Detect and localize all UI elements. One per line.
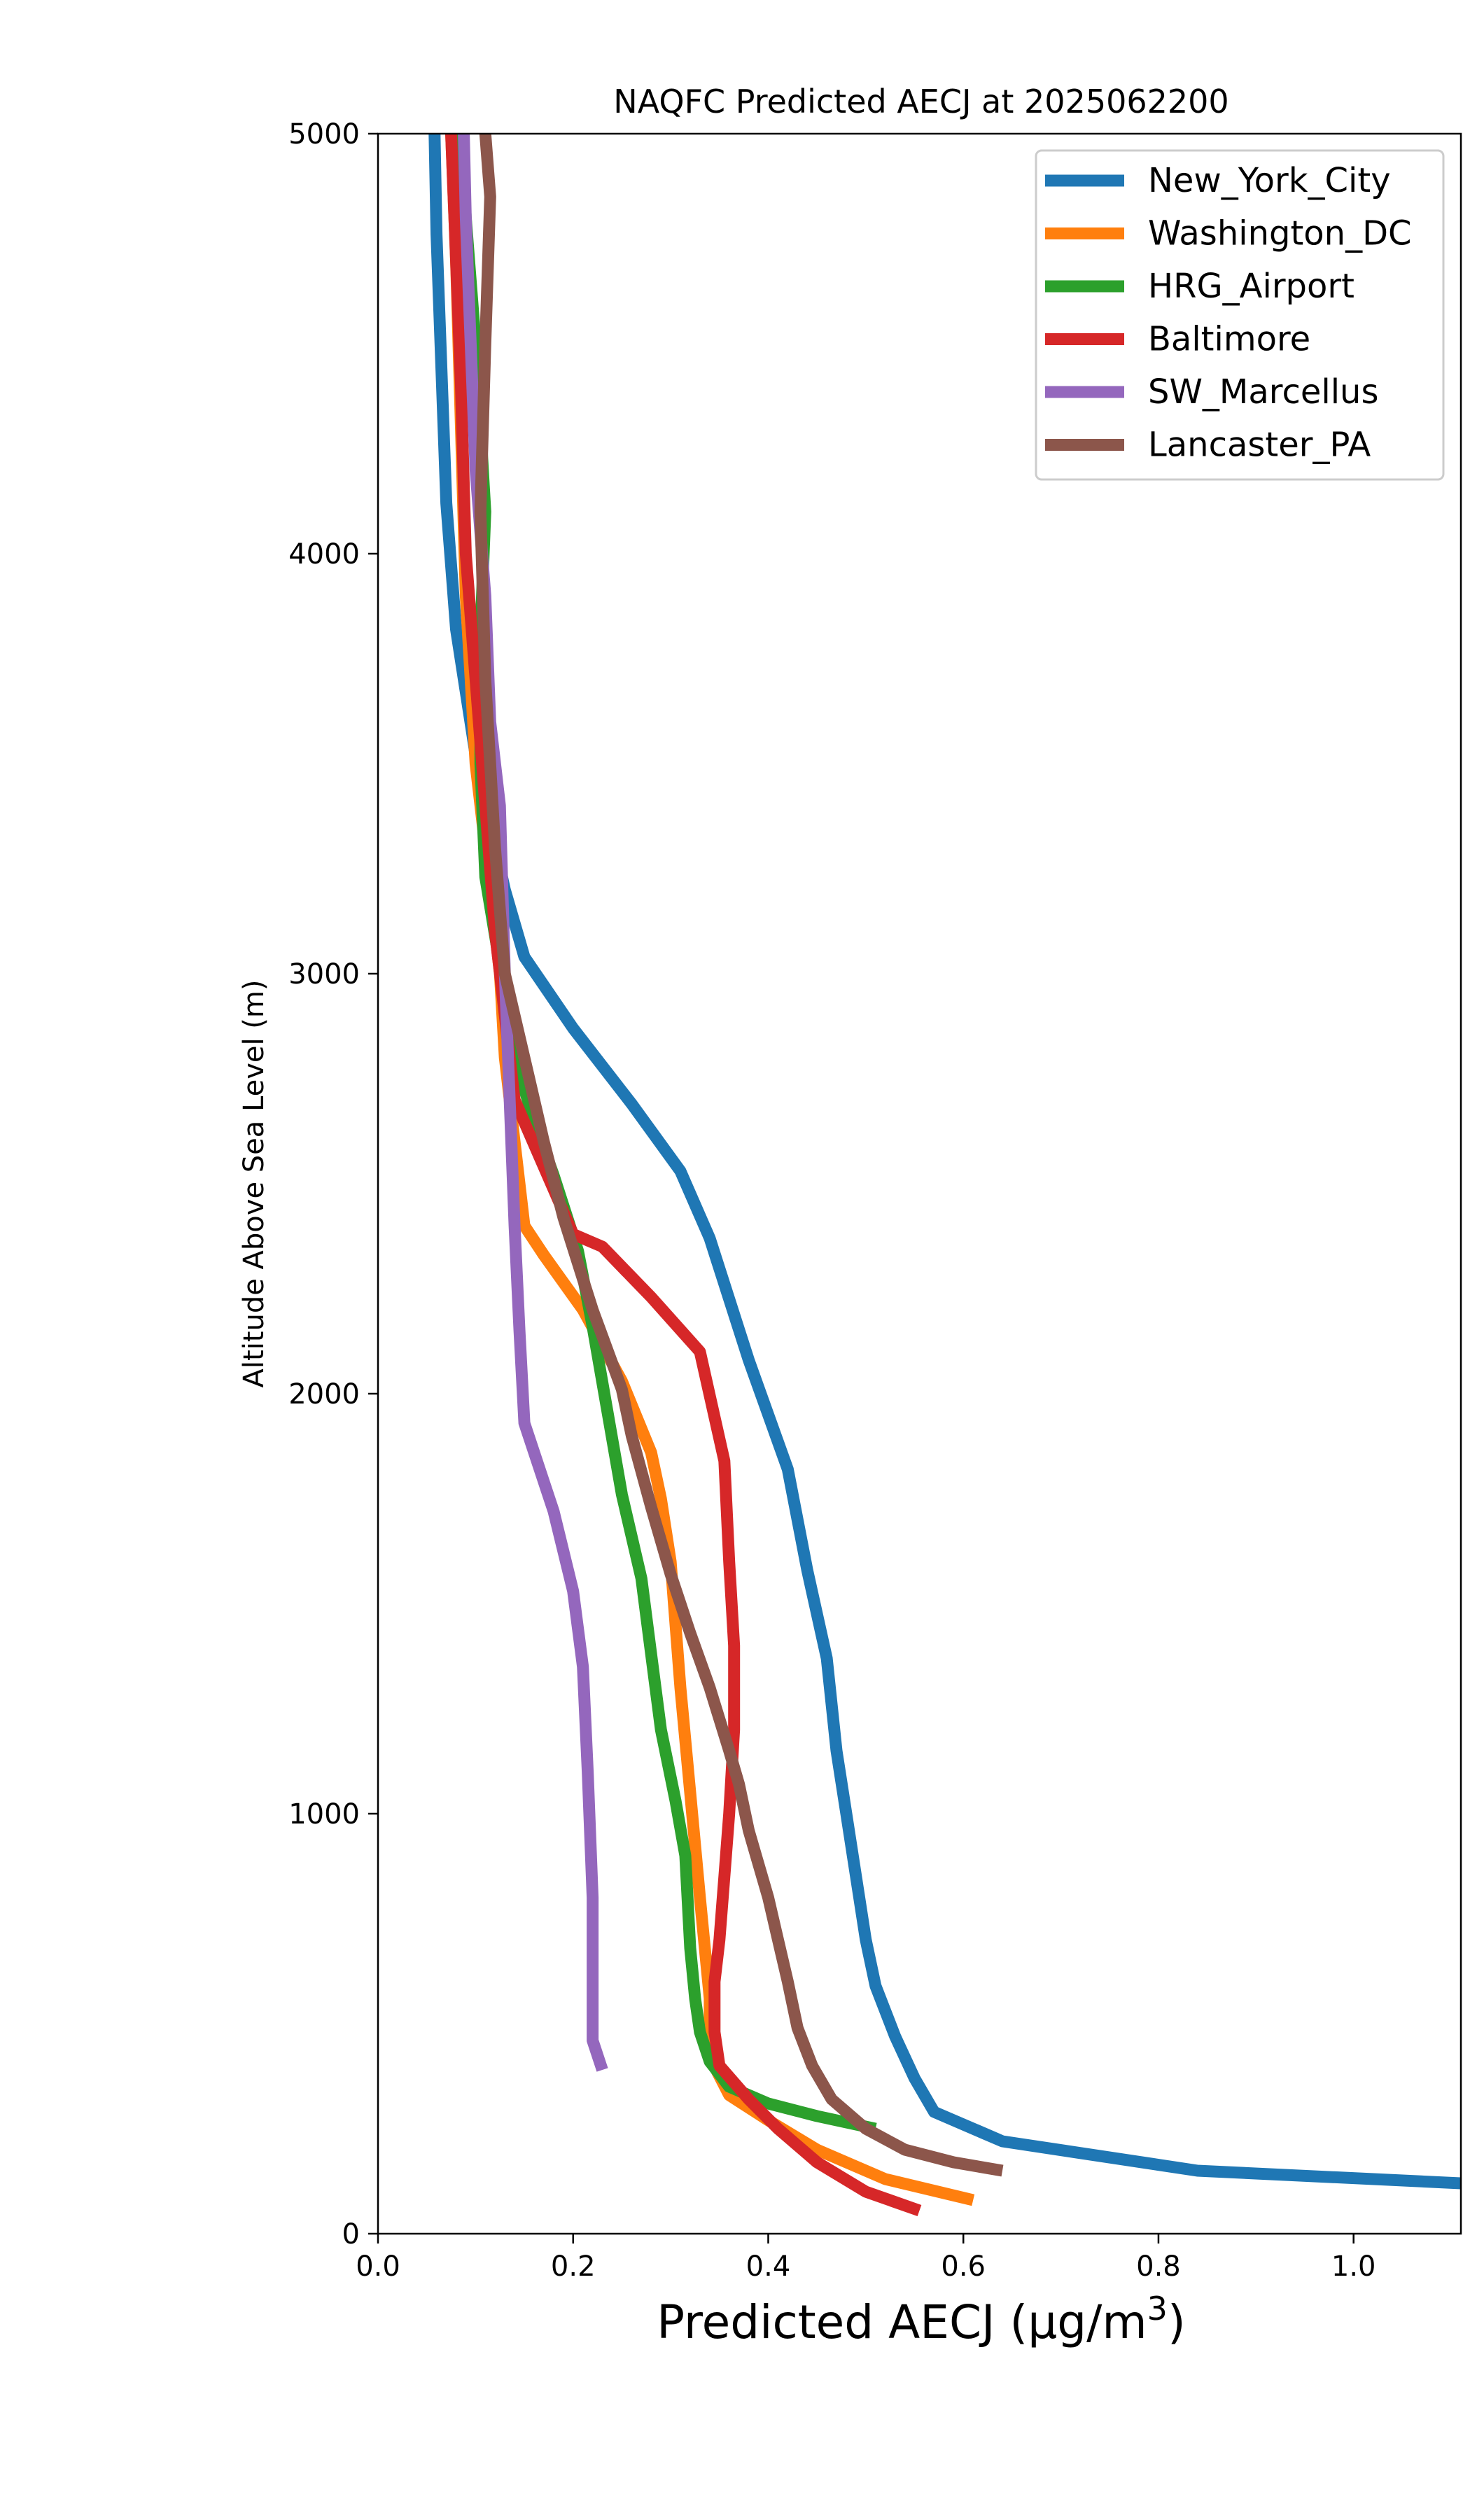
legend-label: New_York_City [1148, 161, 1391, 200]
y-tick-label: 4000 [288, 538, 360, 570]
x-axis-label-end: ) [1168, 2295, 1186, 2349]
series-layer [428, 134, 1461, 2217]
chart-title: NAQFC Predicted AECJ at 2025062200 [613, 83, 1228, 120]
legend-entries: New_York_City Washington_DC HRG_Airport Bal… [1045, 161, 1412, 465]
legend-label: Baltimore [1148, 320, 1310, 359]
x-tick-label: 0.6 [941, 2250, 986, 2283]
legend: New_York_City Washington_DC HRG_Airport Bal… [1035, 149, 1445, 481]
legend-label: HRG_Airport [1148, 267, 1354, 306]
y-tick-label: 1000 [288, 1798, 360, 1830]
y-tick-label: 2000 [288, 1378, 360, 1410]
legend-frame [1035, 149, 1445, 481]
series-line-new-york-city [428, 134, 1461, 2190]
legend-label: Washington_DC [1148, 214, 1412, 253]
axes-frame [377, 132, 1462, 2235]
series-line-baltimore [445, 134, 922, 2217]
y-tick-label: 3000 [288, 958, 360, 990]
series-line-lancaster-pa [474, 134, 1004, 2177]
y-tick-label: 5000 [288, 118, 360, 150]
x-axis-label-main: Predicted AECJ (μg/m [657, 2295, 1147, 2349]
x-tick-label: 0.4 [746, 2250, 791, 2283]
x-tick-label: 0.8 [1136, 2250, 1181, 2283]
x-axis-label-superscript: 3 [1147, 2290, 1168, 2328]
x-tick-label: 0.2 [551, 2250, 596, 2283]
plot-area [428, 134, 1461, 2217]
x-axis-ticks: 0.0 0.2 0.4 0.6 0.8 1.0 [356, 2234, 1376, 2283]
x-tick-label: 0.0 [356, 2250, 400, 2283]
x-tick-label: 1.0 [1331, 2250, 1376, 2283]
legend-label: SW_Marcellus [1148, 372, 1378, 412]
legend-label: Lancaster_PA [1148, 426, 1371, 465]
y-axis-label: Altitude Above Sea Level (m) [238, 980, 270, 1388]
y-axis-ticks: 0 1000 2000 3000 4000 5000 [288, 118, 378, 2250]
y-tick-label: 0 [342, 2218, 360, 2250]
x-axis-label: Predicted AECJ (μg/m3) [657, 2290, 1185, 2349]
